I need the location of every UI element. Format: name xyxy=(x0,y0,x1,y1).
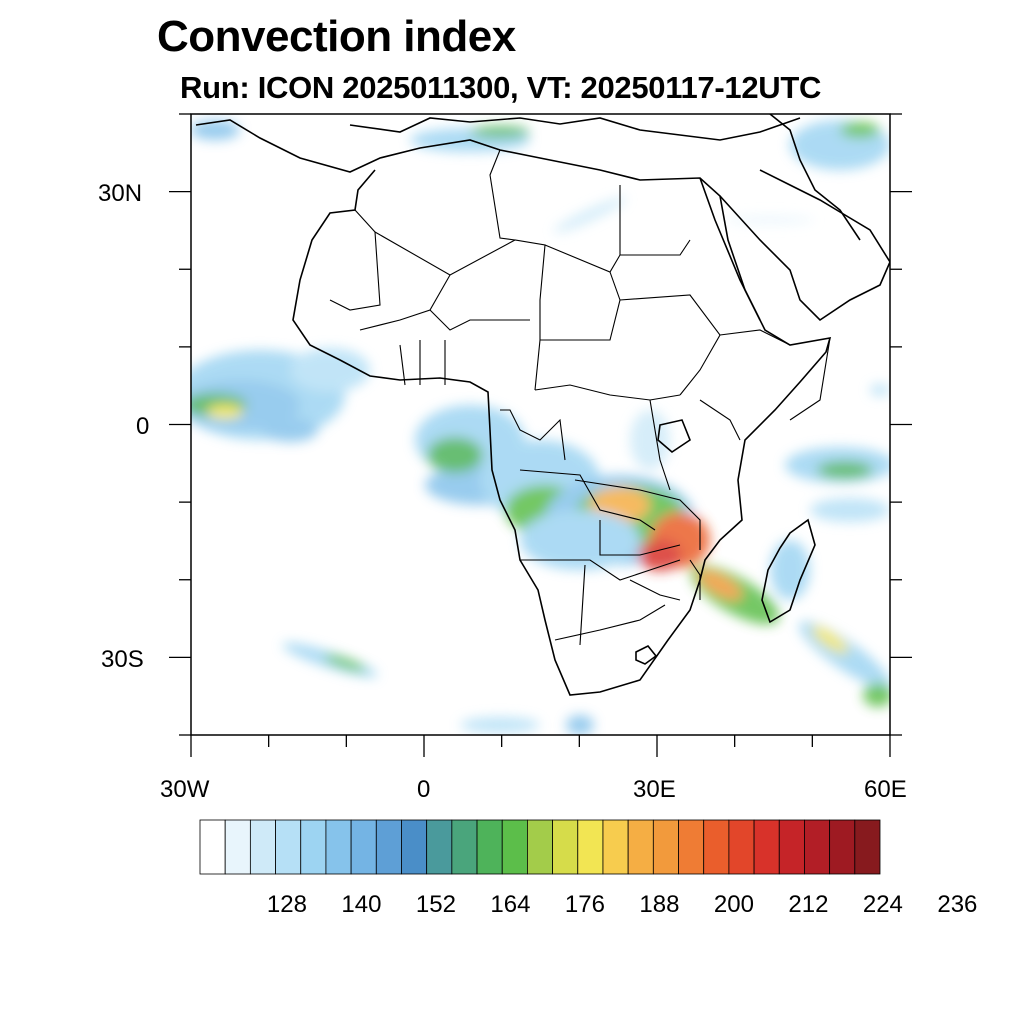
colorbar-swatch xyxy=(401,819,428,875)
colorbar-swatch xyxy=(602,819,629,875)
colorbar-label: 128 xyxy=(267,891,307,918)
colorbar-label: 164 xyxy=(490,891,530,918)
colorbar-label: 224 xyxy=(863,891,903,918)
axis-ticks xyxy=(169,113,912,757)
country-borders xyxy=(329,149,831,646)
colorbar-swatch xyxy=(325,819,352,875)
colorbar-swatch xyxy=(627,819,654,875)
colorbar-swatch xyxy=(703,819,730,875)
colorbar-label: 236 xyxy=(937,891,977,918)
colorbar-label: 152 xyxy=(416,891,456,918)
colorbar-swatch xyxy=(552,819,579,875)
chart-title: Convection index xyxy=(157,12,516,61)
colorbar-swatch xyxy=(753,819,780,875)
colorbar-label: 140 xyxy=(341,891,381,918)
colorbar-swatch xyxy=(375,819,402,875)
lat-label-0: 0 xyxy=(136,413,150,440)
colorbar-swatch xyxy=(778,819,805,875)
colorbar-swatch xyxy=(829,819,856,875)
lon-label-60e: 60E xyxy=(864,776,907,803)
colorbar-label: 212 xyxy=(788,891,828,918)
colorbar-swatch xyxy=(678,819,705,875)
lon-label-30w: 30W xyxy=(160,776,210,803)
colorbar-swatch xyxy=(577,819,604,875)
lon-label-0: 0 xyxy=(417,776,431,803)
colorbar-swatch xyxy=(350,819,377,875)
colorbar-label: 200 xyxy=(714,891,754,918)
colorbar-swatch xyxy=(527,819,553,875)
colorbar-swatch xyxy=(224,819,251,875)
lat-label-30n: 30N xyxy=(98,180,143,207)
colorbar-swatch xyxy=(426,819,453,875)
colorbar-swatch xyxy=(804,819,831,875)
colorbar-swatch xyxy=(854,819,881,875)
colorbar-swatch xyxy=(300,819,327,875)
colorbar-swatch xyxy=(275,819,302,875)
chart-subtitle: Run: ICON 2025011300, VT: 20250117-12UTC xyxy=(180,70,822,105)
convection-field xyxy=(191,120,890,735)
colorbar-swatch xyxy=(249,819,276,875)
colorbar-swatch xyxy=(451,819,478,875)
lat-label-30s: 30S xyxy=(101,646,144,673)
colorbar-swatch xyxy=(199,819,226,875)
colorbar-swatch xyxy=(501,819,528,875)
colorbar-label: 176 xyxy=(565,891,605,918)
colorbar-swatch xyxy=(476,819,503,875)
colorbar-label: 188 xyxy=(639,891,679,918)
lon-label-30e: 30E xyxy=(633,776,676,803)
colorbar-swatch xyxy=(652,819,679,875)
colorbar-swatch xyxy=(728,819,755,875)
